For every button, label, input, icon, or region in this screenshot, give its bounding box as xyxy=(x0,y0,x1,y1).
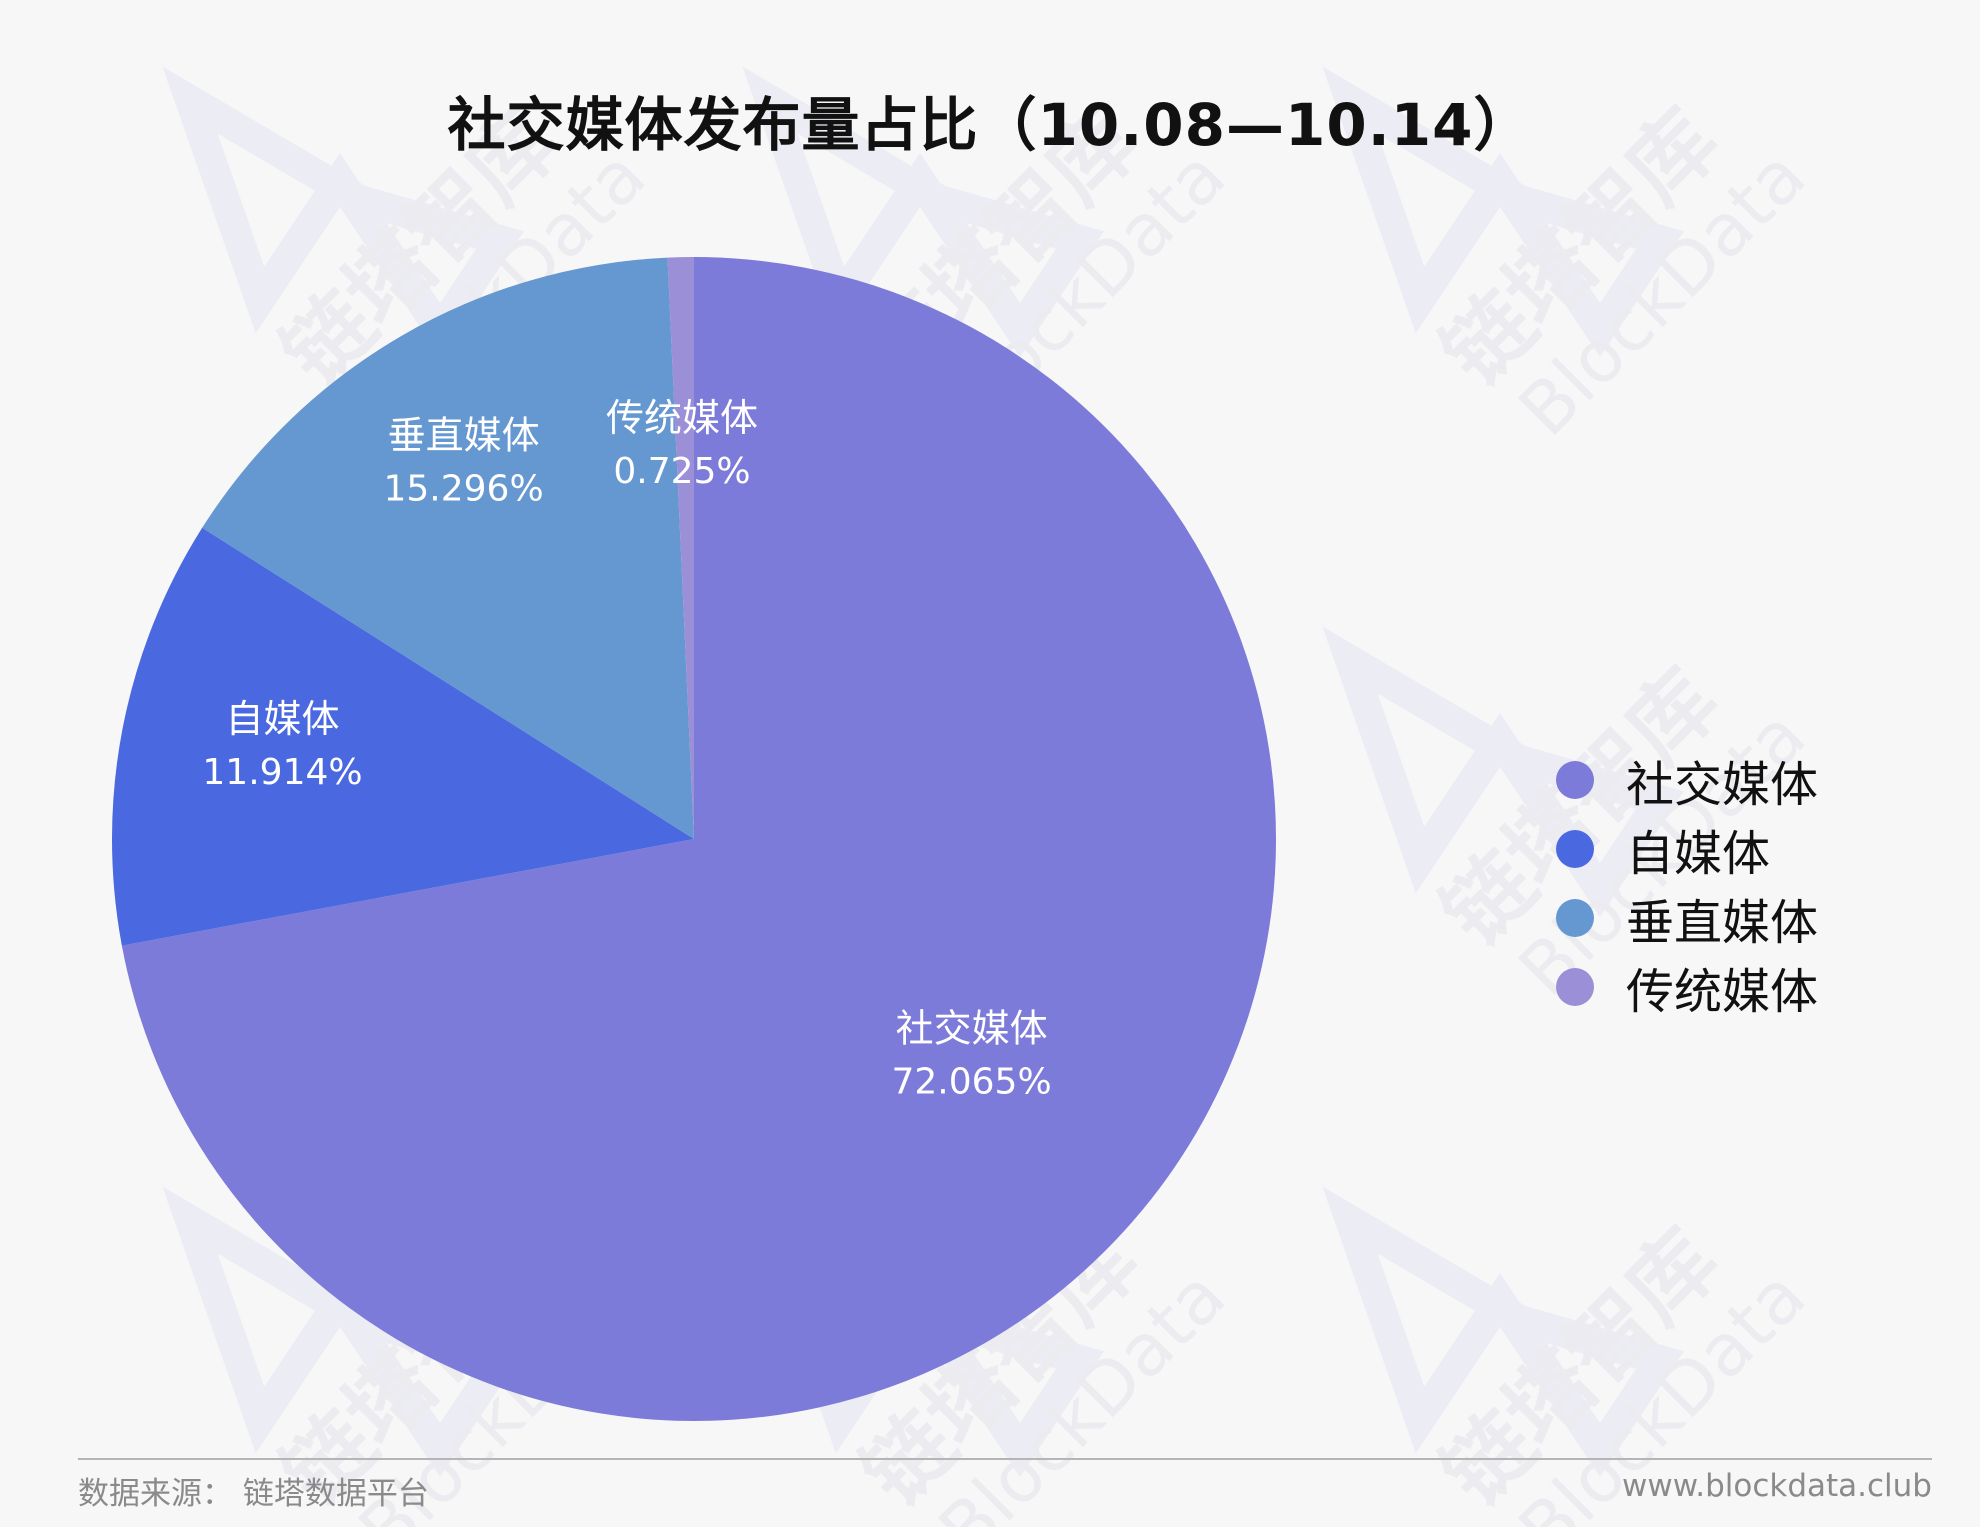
legend-swatch-vertical-media-icon xyxy=(1556,898,1594,937)
pie-slice-traditional-media xyxy=(667,257,694,839)
slice-value-label-social-media: 72.065% xyxy=(892,1062,1052,1103)
slice-label-vertical-media: 垂直媒体 xyxy=(388,414,540,458)
legend-swatch-social-media-icon xyxy=(1556,760,1594,799)
legend-label: 社交媒体 xyxy=(1626,756,1819,813)
slice-value-label-self-media: 11.914% xyxy=(202,752,362,793)
legend-label: 垂直媒体 xyxy=(1626,894,1819,951)
slice-label-traditional-media: 传统媒体 xyxy=(606,396,758,440)
legend-item-traditional-media: 传统媒体 xyxy=(1556,952,1818,1021)
slice-label-social-media: 社交媒体 xyxy=(896,1007,1048,1051)
legend-label: 自媒体 xyxy=(1626,825,1771,882)
legend-item-social-media: 社交媒体 xyxy=(1556,745,1818,814)
legend-label: 传统媒体 xyxy=(1626,963,1819,1020)
chart-title: 社交媒体发布量占比（10.08—10.14） xyxy=(447,91,1533,159)
slice-value-label-vertical-media: 15.296% xyxy=(384,469,544,510)
legend-item-vertical-media: 垂直媒体 xyxy=(1556,883,1818,952)
legend-swatch-traditional-media-icon xyxy=(1556,967,1594,1006)
legend-item-self-media: 自媒体 xyxy=(1556,814,1818,883)
pie-slice-social-media xyxy=(121,257,1277,1422)
footer-divider xyxy=(78,1458,1932,1460)
pie-slice-vertical-media xyxy=(202,257,694,840)
slice-label-self-media: 自媒体 xyxy=(225,697,339,741)
pie-slice-self-media xyxy=(112,527,695,946)
chart-legend: 社交媒体 自媒体 垂直媒体 传统媒体 xyxy=(1556,745,1818,1021)
data-source-note: 数据来源： 链塔数据平台 xyxy=(78,1476,429,1512)
site-url: www.blockdata.club xyxy=(1622,1468,1932,1504)
legend-swatch-self-media-icon xyxy=(1556,829,1594,868)
slice-value-label-traditional-media: 0.725% xyxy=(613,451,750,492)
